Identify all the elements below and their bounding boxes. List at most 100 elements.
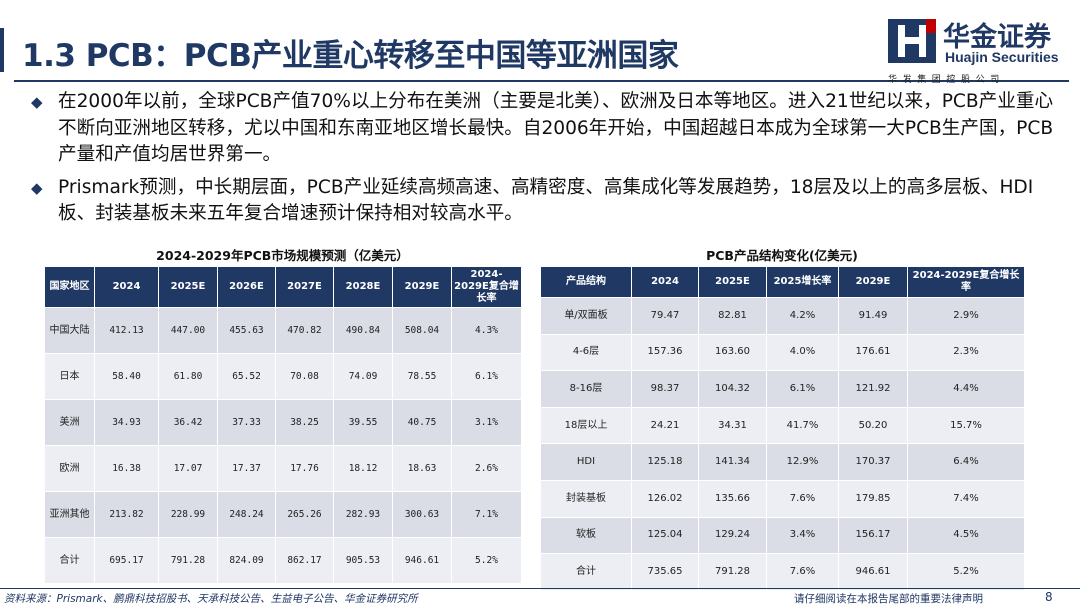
data-cell: 125.04 bbox=[631, 516, 699, 555]
page-title: 1.3 PCB：PCB产业重心转移至中国等亚洲国家 bbox=[22, 38, 679, 74]
data-cell: 791.28 bbox=[158, 537, 218, 584]
data-cell: 7.1% bbox=[451, 491, 522, 538]
data-cell: 121.92 bbox=[838, 370, 908, 408]
data-cell: 2.9% bbox=[907, 297, 1025, 335]
diamond-bullet-icon: ◆ bbox=[31, 93, 43, 111]
data-cell: 265.26 bbox=[275, 491, 334, 538]
table-row: 日本 58.40 61.80 65.52 70.08 74.09 78.55 6.1% bbox=[44, 353, 522, 400]
bullet-list: ◆ 在2000年以前，全球PCB产值70%以上分布在美洲（主要是北美）、欧洲及日… bbox=[30, 89, 1070, 234]
column-header: 2025E bbox=[698, 266, 767, 298]
logo-mark-icon bbox=[888, 19, 936, 63]
table2-header-row: 产品结构 2024 2025E 2025增长率 2029E 2024-2029E… bbox=[540, 266, 1025, 298]
data-cell: 38.25 bbox=[275, 399, 334, 446]
data-cell: 4.2% bbox=[766, 297, 839, 335]
column-header: 2024-2029E复合增长率 bbox=[451, 266, 522, 308]
column-header: 2025增长率 bbox=[766, 266, 839, 298]
data-cell: 228.99 bbox=[158, 491, 218, 538]
row-label-cell: HDI bbox=[540, 443, 632, 481]
column-header: 2024 bbox=[631, 266, 699, 298]
data-cell: 141.34 bbox=[698, 443, 767, 481]
data-cell: 65.52 bbox=[217, 353, 276, 400]
company-logo: 华金证券 Huajin Securities 华发集团控股公司 bbox=[888, 17, 1073, 85]
row-label-cell: 亚洲其他 bbox=[44, 491, 95, 538]
bullet-item: ◆ Prismark预测，中长期层面，PCB产业延续高频高速、高精密度、高集成化… bbox=[30, 175, 1070, 228]
table-row: 18层以上 24.21 34.31 41.7% 50.20 15.7% bbox=[540, 406, 1025, 445]
data-cell: 50.20 bbox=[838, 406, 908, 445]
data-cell: 70.08 bbox=[275, 353, 334, 400]
data-cell: 862.17 bbox=[275, 537, 334, 584]
table1-title: 2024-2029年PCB市场规模预测（亿美元） bbox=[156, 248, 409, 263]
row-label-cell: 8-16层 bbox=[540, 370, 632, 408]
data-cell: 282.93 bbox=[333, 491, 393, 538]
data-cell: 129.24 bbox=[698, 516, 767, 555]
table-row: 合计 735.65 791.28 7.6% 946.61 5.2% bbox=[540, 553, 1025, 591]
data-cell: 946.61 bbox=[392, 537, 452, 584]
disclaimer-note: 请仔细阅读在本报告尾部的重要法律声明 bbox=[794, 593, 983, 605]
data-cell: 78.55 bbox=[392, 353, 452, 400]
data-cell: 455.63 bbox=[217, 307, 276, 354]
data-cell: 791.28 bbox=[698, 553, 767, 591]
source-note: 资料来源：Prismark、鹏鼎科技招股书、天承科技公告、生益电子公告、华金证券… bbox=[4, 593, 418, 605]
table1-header-row: 国家地区 2024 2025E 2026E 2027E 2028E 2029E … bbox=[44, 266, 522, 308]
table-row: HDI 125.18 141.34 12.9% 170.37 6.4% bbox=[540, 443, 1025, 481]
column-header: 2026E bbox=[217, 266, 276, 308]
row-label-cell: 欧洲 bbox=[44, 445, 95, 492]
data-cell: 179.85 bbox=[838, 479, 908, 518]
data-cell: 39.55 bbox=[333, 399, 393, 446]
table-row: 封装基板 126.02 135.66 7.6% 179.85 7.4% bbox=[540, 479, 1025, 518]
logo-english-name: Huajin Securities bbox=[945, 49, 1059, 65]
data-cell: 163.60 bbox=[698, 333, 767, 372]
data-cell: 74.09 bbox=[333, 353, 393, 400]
table2-title: PCB产品结构变化(亿美元) bbox=[706, 248, 858, 263]
data-cell: 4.4% bbox=[907, 370, 1025, 408]
data-cell: 735.65 bbox=[631, 553, 699, 591]
market-size-table: 国家地区 2024 2025E 2026E 2027E 2028E 2029E … bbox=[44, 266, 522, 584]
column-header: 2028E bbox=[333, 266, 393, 308]
data-cell: 98.37 bbox=[631, 370, 699, 408]
data-cell: 6.1% bbox=[766, 370, 839, 408]
data-cell: 248.24 bbox=[217, 491, 276, 538]
data-cell: 79.47 bbox=[631, 297, 699, 335]
data-cell: 126.02 bbox=[631, 479, 699, 518]
row-label-cell: 封装基板 bbox=[540, 479, 632, 518]
table-row: 中国大陆 412.13 447.00 455.63 470.82 490.84 508.04… bbox=[44, 307, 522, 354]
column-header: 产品结构 bbox=[540, 266, 632, 298]
logo-subtitle: 华发集团控股公司 bbox=[888, 75, 1005, 85]
title-divider bbox=[14, 80, 1069, 82]
data-cell: 156.17 bbox=[838, 516, 908, 555]
column-header: 2024 bbox=[94, 266, 159, 308]
data-cell: 58.40 bbox=[94, 353, 159, 400]
data-cell: 490.84 bbox=[333, 307, 393, 354]
data-cell: 104.32 bbox=[698, 370, 767, 408]
column-header: 国家地区 bbox=[44, 266, 95, 308]
data-cell: 15.7% bbox=[907, 406, 1025, 445]
data-cell: 34.31 bbox=[698, 406, 767, 445]
data-cell: 18.12 bbox=[333, 445, 393, 492]
data-cell: 37.33 bbox=[217, 399, 276, 446]
table-row: 合计 695.17 791.28 824.09 862.17 905.53 946.61 5.… bbox=[44, 537, 522, 584]
data-cell: 7.4% bbox=[907, 479, 1025, 518]
data-cell: 17.37 bbox=[217, 445, 276, 492]
title-accent-bar bbox=[0, 28, 4, 72]
table-row: 8-16层 98.37 104.32 6.1% 121.92 4.4% bbox=[540, 370, 1025, 408]
data-cell: 17.76 bbox=[275, 445, 334, 492]
data-cell: 16.38 bbox=[94, 445, 159, 492]
page-number: 8 bbox=[1045, 590, 1053, 604]
data-cell: 5.2% bbox=[451, 537, 522, 584]
row-label-cell: 单/双面板 bbox=[540, 297, 632, 335]
data-cell: 4.0% bbox=[766, 333, 839, 372]
data-cell: 6.4% bbox=[907, 443, 1025, 481]
data-cell: 213.82 bbox=[94, 491, 159, 538]
data-cell: 5.2% bbox=[907, 553, 1025, 591]
data-cell: 61.80 bbox=[158, 353, 218, 400]
data-cell: 170.37 bbox=[838, 443, 908, 481]
data-cell: 18.63 bbox=[392, 445, 452, 492]
table-row: 4-6层 157.36 163.60 4.0% 176.61 2.3% bbox=[540, 333, 1025, 372]
data-cell: 2.6% bbox=[451, 445, 522, 492]
bullet-text: Prismark预测，中长期层面，PCB产业延续高频高速、高精密度、高集成化等发… bbox=[58, 176, 1034, 225]
data-cell: 946.61 bbox=[838, 553, 908, 591]
bullet-text: 在2000年以前，全球PCB产值70%以上分布在美洲（主要是北美）、欧洲及日本等… bbox=[58, 91, 1054, 165]
data-cell: 40.75 bbox=[392, 399, 452, 446]
table-row: 亚洲其他 213.82 228.99 248.24 265.26 282.93 300.63… bbox=[44, 491, 522, 538]
column-header: 2029E bbox=[392, 266, 452, 308]
